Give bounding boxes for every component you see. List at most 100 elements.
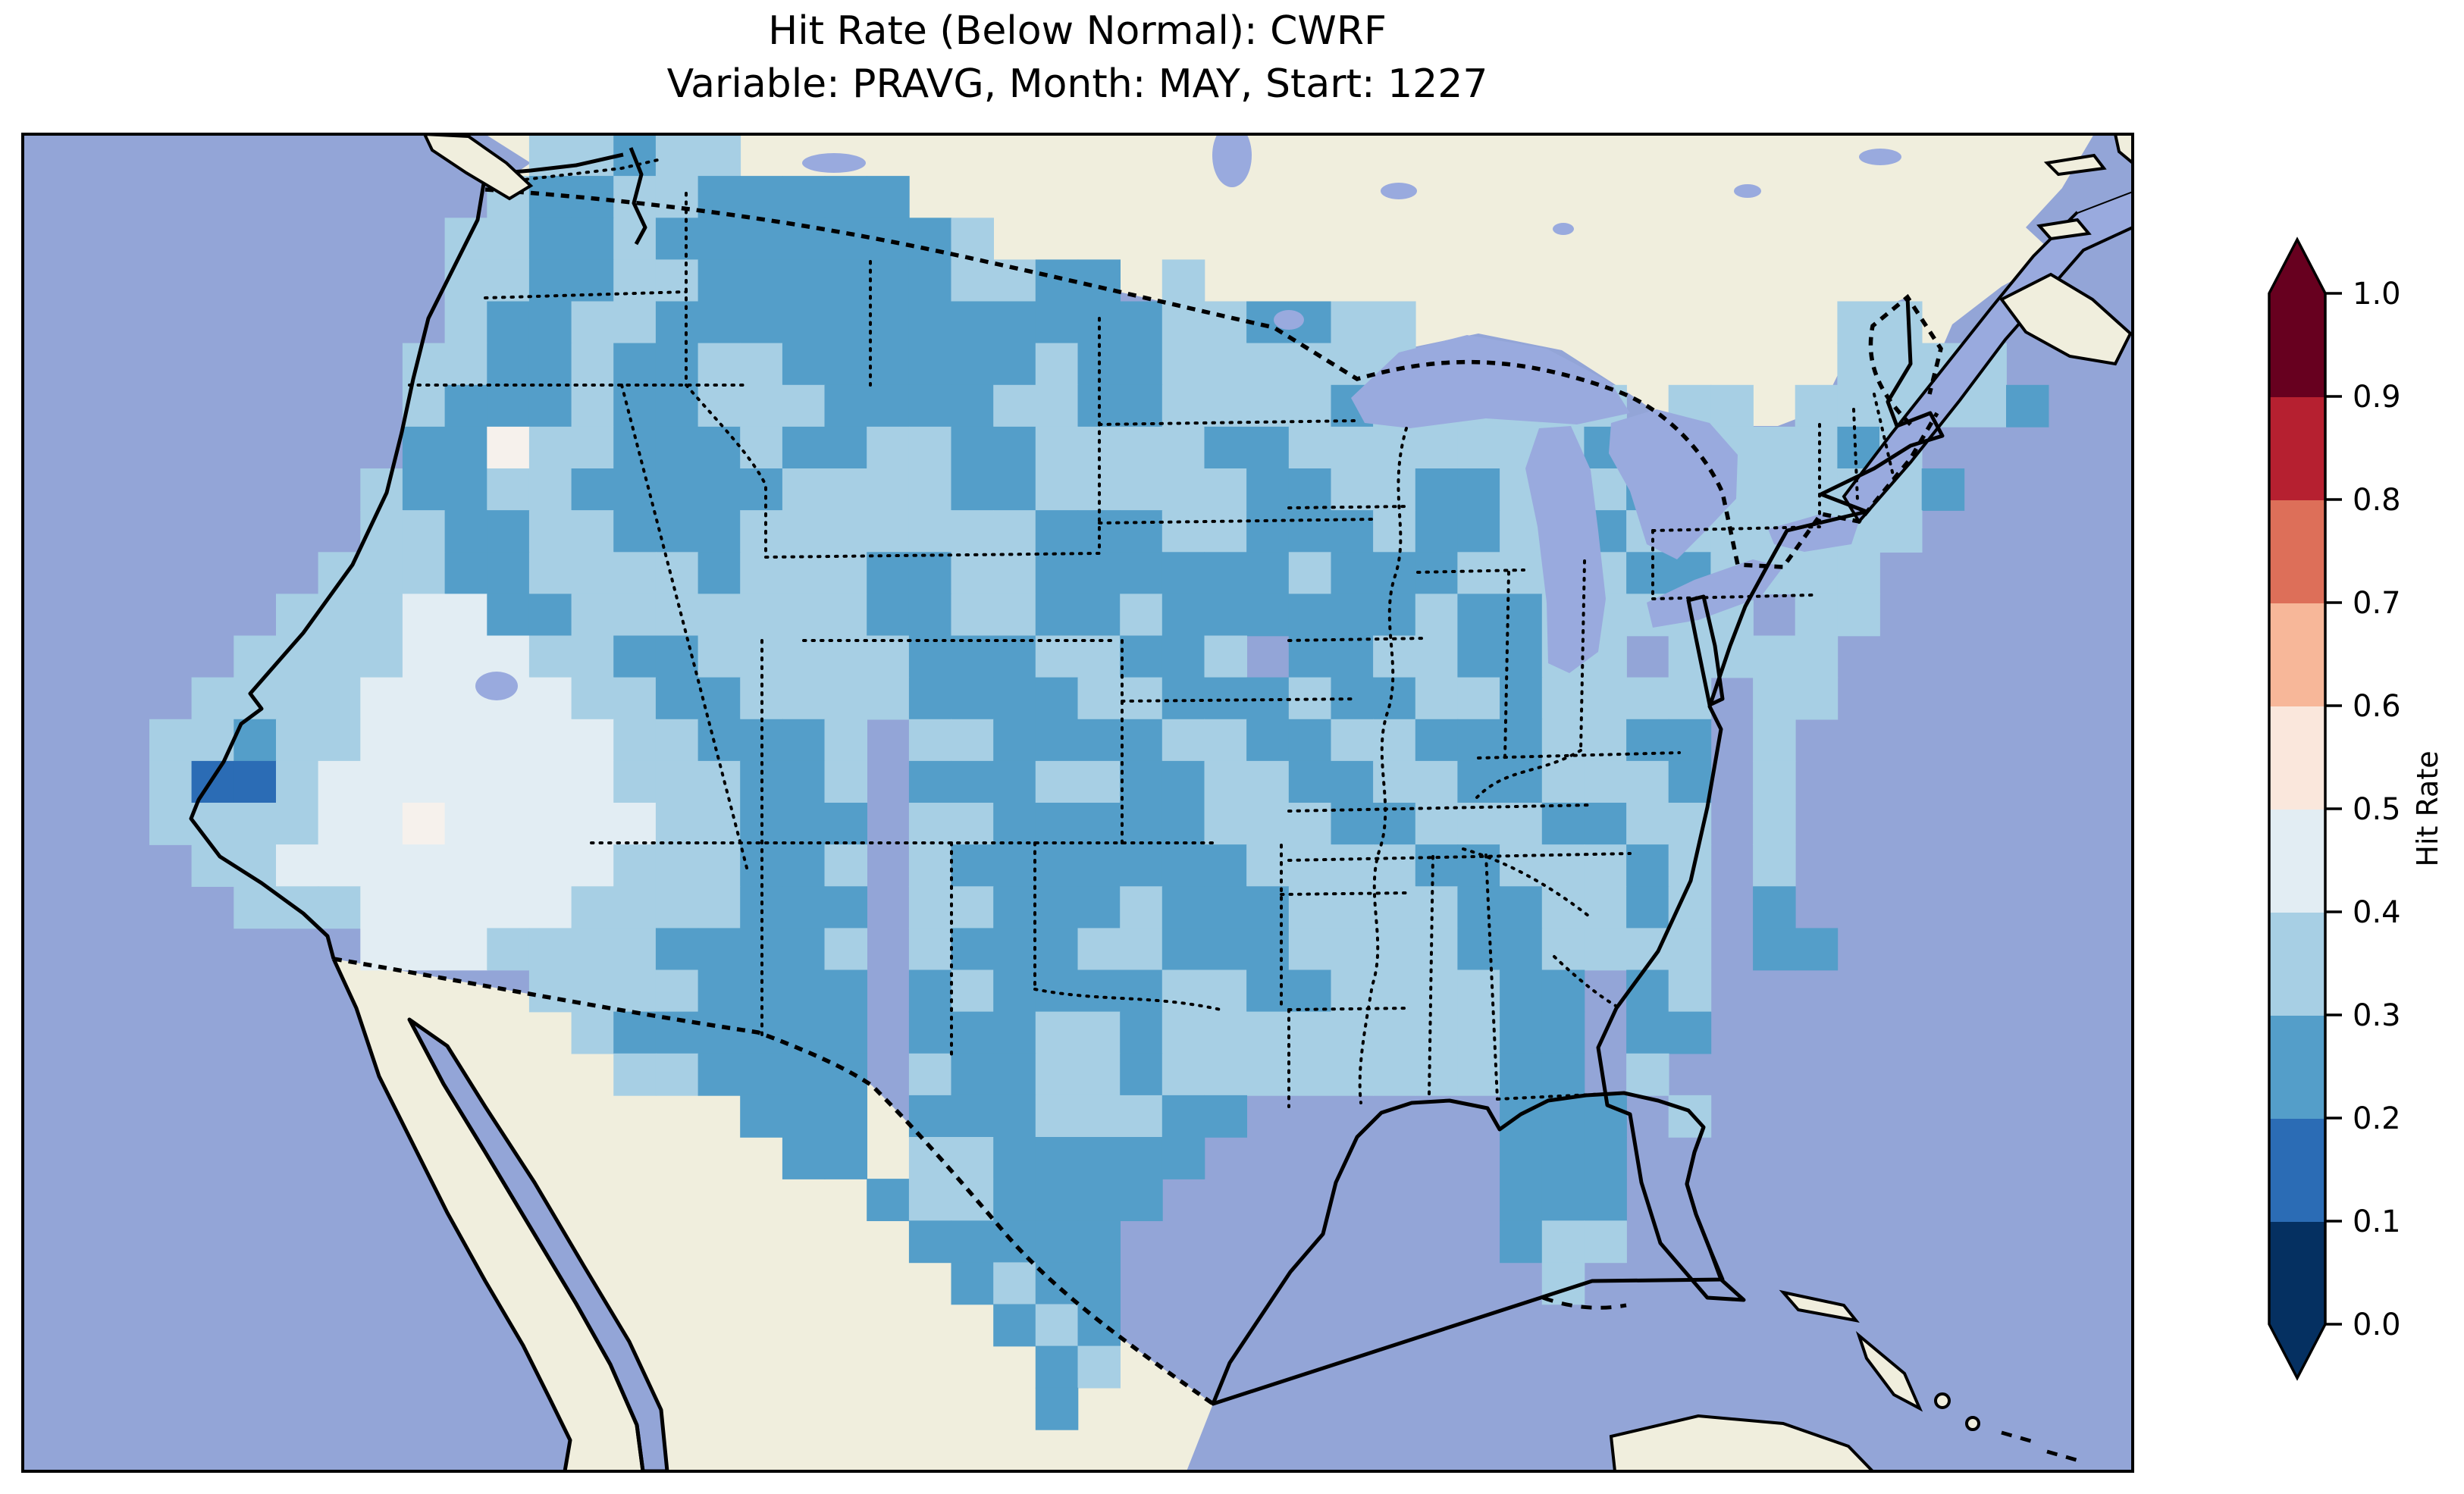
grid-cell (1161, 1011, 1205, 1054)
grid-cell (571, 594, 615, 637)
grid-cell (1837, 301, 1880, 344)
grid-cell (1373, 928, 1416, 971)
grid-cell (1500, 1011, 1543, 1054)
grid-cell (487, 426, 530, 469)
grid-cell (1288, 635, 1332, 678)
map-plot-area (23, 134, 2133, 1471)
grid-cell (1204, 635, 1247, 678)
grid-cell (1161, 468, 1205, 511)
grid-cell (993, 1011, 1036, 1054)
andros-island (1855, 1330, 1923, 1412)
grid-cell (867, 552, 910, 595)
grid-cell (2006, 384, 2049, 428)
canadian-lake (1859, 149, 1901, 165)
grid-cell (824, 1011, 867, 1054)
grid-cell (528, 803, 572, 845)
vancouver-island (422, 134, 534, 201)
grid-cell (1035, 1095, 1079, 1138)
grid-cell (1964, 384, 2007, 428)
grid-cell (1331, 594, 1374, 637)
grid-cell (908, 1095, 952, 1138)
grid-cell (1331, 343, 1374, 386)
colorbar-segment (2269, 500, 2325, 603)
grid-cell (528, 552, 572, 595)
grid-cell (1415, 677, 1459, 720)
grid-cell (993, 1095, 1036, 1138)
grid-cell (1120, 677, 1163, 720)
grid-cell (1753, 719, 1796, 762)
grid-cell (1120, 719, 1163, 762)
grid-cell (571, 719, 615, 762)
cuba (1609, 1414, 1875, 1471)
lake-ontario (1768, 514, 1859, 552)
grid-cell (1457, 844, 1500, 887)
grid-cell (1035, 719, 1079, 762)
grid-cell (1120, 468, 1163, 511)
grid-cell (1710, 384, 1754, 428)
grid-cell (1415, 1053, 1459, 1096)
grid-cell (1668, 928, 1712, 971)
grid-cell (487, 803, 530, 845)
colorbar-ticks: 0.0 0.1 0.2 0.3 0.4 0.5 0.6 0.7 0.8 0.9 1.0 (2325, 277, 2401, 1342)
grid-cell (1077, 1137, 1121, 1179)
grid-cell (1795, 552, 1839, 595)
grid-cell (655, 259, 699, 302)
grid-cell (1077, 259, 1121, 302)
grid-cell (276, 760, 319, 803)
grid-cell (1077, 844, 1121, 887)
grid-cell (1204, 510, 1247, 553)
grid-cell (1035, 1011, 1079, 1054)
grid-cell (613, 594, 657, 637)
grid-cell (1626, 677, 1669, 720)
grid-cell (867, 176, 910, 218)
state-borders (408, 158, 1897, 1108)
grid-cell (1541, 1262, 1585, 1305)
grid-cell (1626, 1053, 1669, 1096)
grid-cell (1077, 677, 1121, 720)
grid-cell (782, 176, 826, 218)
grid-cell (740, 468, 783, 511)
bahama-cay (1934, 1392, 1951, 1409)
grid-cell (1795, 635, 1839, 678)
grid-cell (1288, 594, 1332, 637)
grid-cell (571, 134, 615, 177)
colorbar-segment (2269, 809, 2325, 913)
grid-cell (613, 552, 657, 595)
grid-cell (360, 886, 403, 929)
grid-cell (824, 510, 867, 553)
grid-cell (951, 635, 994, 678)
colorbar-tick-label: 0.4 (2353, 895, 2401, 930)
grid-cell (1795, 384, 1839, 428)
grid-cell (1457, 719, 1500, 762)
grid-cell (824, 218, 867, 261)
grid-cell (993, 1137, 1036, 1179)
grid-cell (571, 510, 615, 553)
grid-cell (1204, 844, 1247, 887)
grid-cell (234, 803, 277, 845)
grid-cell (1077, 1011, 1121, 1054)
grid-cell (1584, 1179, 1627, 1221)
grid-cell (613, 719, 657, 762)
colorbar-segment (2269, 912, 2325, 1016)
grid-cell (1373, 1053, 1416, 1096)
grid-cell (1541, 1179, 1585, 1221)
grid-cell (993, 803, 1036, 845)
grid-cell (1204, 886, 1247, 929)
grid-cell (1204, 1053, 1247, 1096)
grid-cell (149, 719, 193, 762)
grid-cell (993, 594, 1036, 637)
grid-cell (487, 928, 530, 971)
grid-cell (1120, 552, 1163, 595)
grid-cell (276, 719, 319, 762)
grid-cell (824, 552, 867, 595)
grid-cell (1161, 760, 1205, 803)
grid-cell (908, 594, 952, 637)
grid-cell (318, 677, 362, 720)
grid-cell (1288, 928, 1332, 971)
grid-cell (1373, 635, 1416, 678)
grid-cell (951, 510, 994, 553)
nova-scotia (1998, 272, 2133, 366)
grid-cell (1035, 1304, 1079, 1347)
grid-cell (782, 635, 826, 678)
grid-cell (1500, 510, 1543, 553)
